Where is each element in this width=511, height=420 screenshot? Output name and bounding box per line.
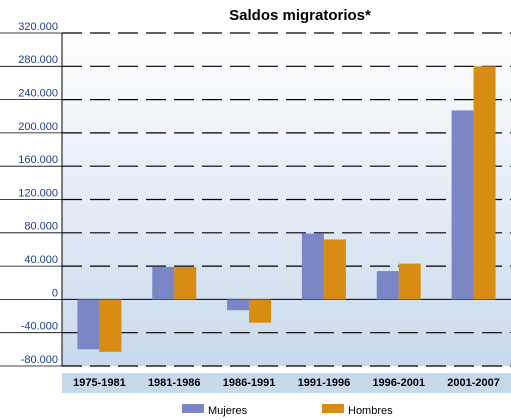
legend-swatch xyxy=(182,404,204,413)
bar xyxy=(99,299,122,352)
y-tick-label: 200.000 xyxy=(18,121,58,133)
x-tick-label: 1975-1981 xyxy=(73,377,126,389)
y-tick-label: 40.000 xyxy=(24,254,58,266)
y-tick-label: 280.000 xyxy=(18,54,58,66)
y-tick-label: -80.000 xyxy=(21,354,58,366)
bar xyxy=(249,299,272,323)
category-band xyxy=(62,373,511,393)
legend-label: Mujeres xyxy=(208,405,248,417)
y-tick-label: 240.000 xyxy=(18,88,58,100)
bar xyxy=(227,299,250,311)
y-tick-label: 0 xyxy=(52,287,58,299)
x-tick-label: 1991-1996 xyxy=(298,377,351,389)
x-tick-label: 2001-2007 xyxy=(447,377,500,389)
y-tick-label: 320.000 xyxy=(18,21,58,33)
bar xyxy=(376,271,399,300)
legend-label: Hombres xyxy=(348,405,393,417)
x-tick-label: 1981-1986 xyxy=(148,377,201,389)
legend-swatch xyxy=(322,404,344,413)
bar xyxy=(398,263,421,300)
bar xyxy=(473,66,496,300)
y-tick-label: -40.000 xyxy=(21,321,58,333)
bar xyxy=(152,266,175,300)
x-tick-label: 1996-2001 xyxy=(372,377,425,389)
y-tick-label: 120.000 xyxy=(18,187,58,199)
x-tick-label: 1986-1991 xyxy=(223,377,276,389)
y-tick-label: 160.000 xyxy=(18,154,58,166)
bar xyxy=(451,110,474,300)
y-tick-label: 80.000 xyxy=(24,221,58,233)
bar xyxy=(323,239,346,300)
bar xyxy=(301,233,324,300)
bar xyxy=(174,266,197,300)
chart-title: Saldos migratorios* xyxy=(229,7,371,24)
bar xyxy=(77,299,100,350)
